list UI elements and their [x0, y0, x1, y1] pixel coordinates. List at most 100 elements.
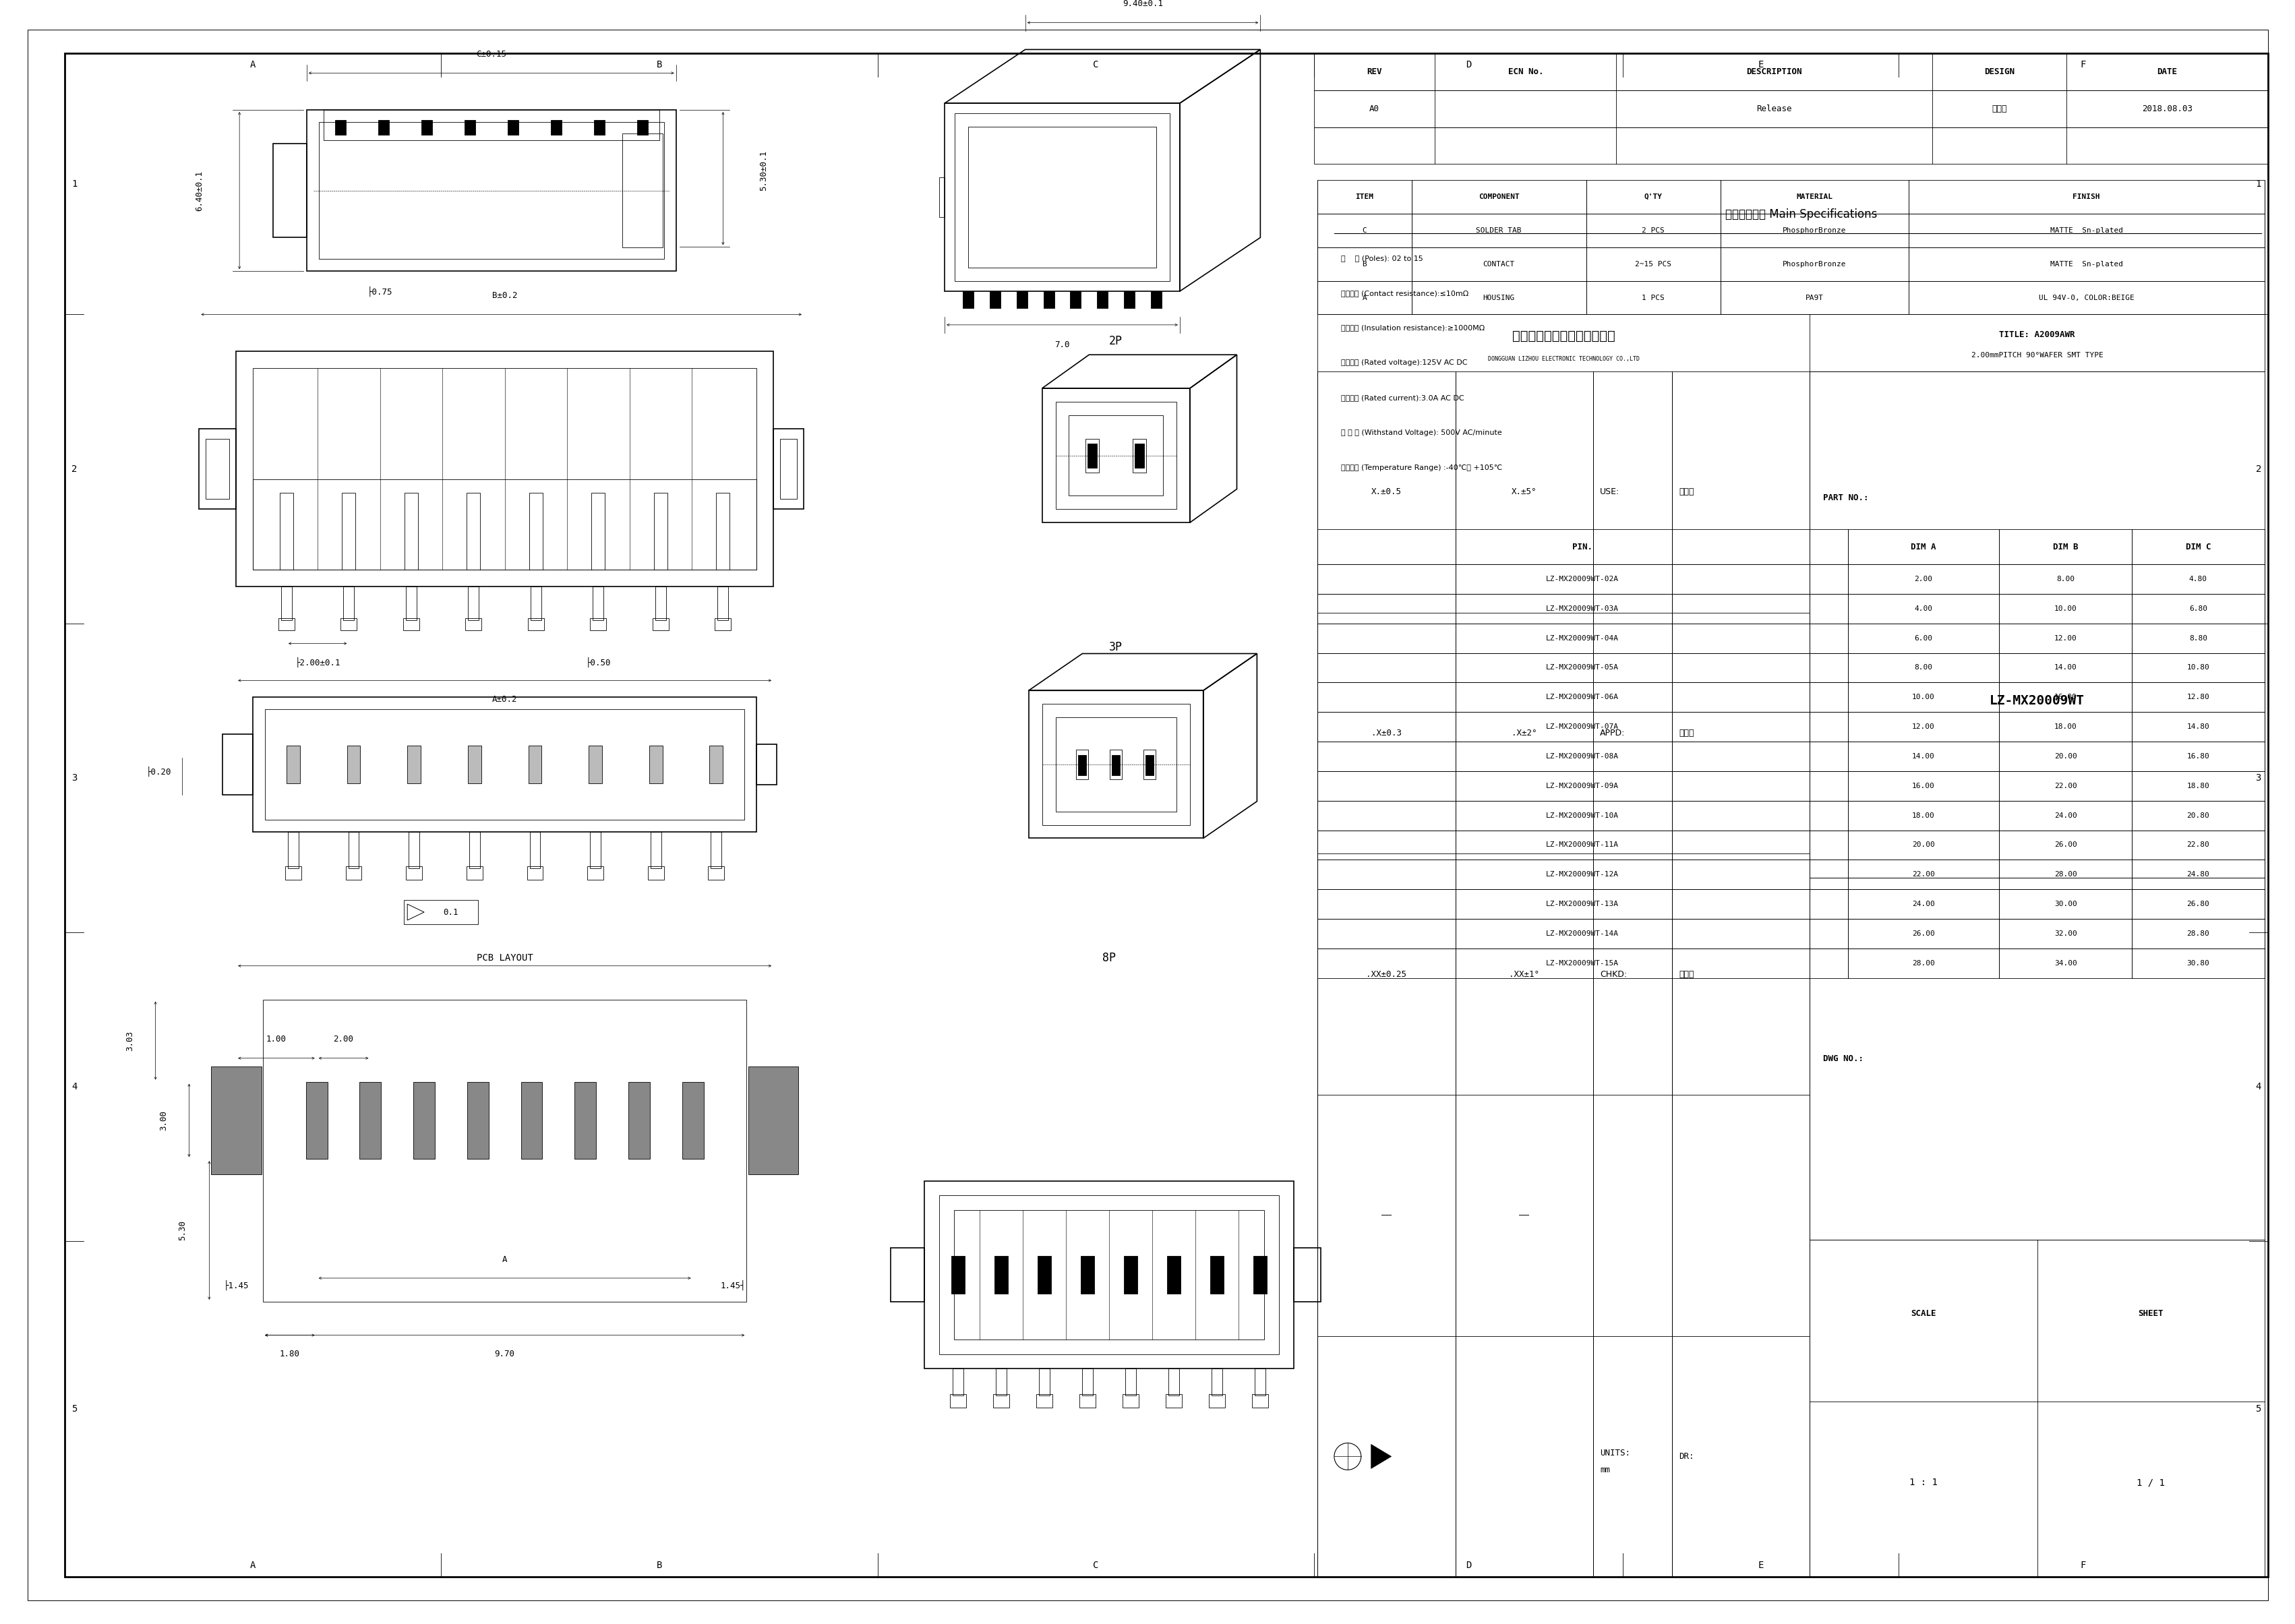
Text: 5.30±0.1: 5.30±0.1 [760, 149, 767, 190]
Text: 4.80: 4.80 [2189, 575, 2205, 583]
Text: E: E [1758, 60, 1763, 70]
Text: LZ-MX20009WT: LZ-MX20009WT [1990, 693, 2084, 706]
Bar [1209, 1255, 1223, 1294]
Bar [1108, 750, 1122, 780]
Text: MATTE  Sn-plated: MATTE Sn-plated [2049, 227, 2123, 234]
Text: 绝缘电阱 (Insulation resistance):≥1000MΩ: 绝缘电阱 (Insulation resistance):≥1000MΩ [1340, 325, 1485, 331]
Bar [925, 1181, 1294, 1369]
Text: LZ-MX20009WT-15A: LZ-MX20009WT-15A [1547, 960, 1618, 966]
Bar [1088, 443, 1097, 468]
Text: 3P: 3P [1108, 641, 1122, 653]
Bar [236, 351, 773, 586]
Bar [1212, 1369, 1223, 1395]
Text: 8.00: 8.00 [1914, 664, 1932, 671]
Bar [1313, 127, 2267, 164]
Bar [1040, 1369, 1049, 1395]
Bar [420, 120, 431, 135]
Bar [360, 1082, 381, 1160]
Text: 东莎市利洲电子科技有限公司: 东莎市利洲电子科技有限公司 [1512, 330, 1616, 343]
Bar [1253, 1255, 1267, 1294]
Text: 4: 4 [2256, 1082, 2261, 1091]
Text: 温度范围 (Temperature Range) :-40℃～ +105℃: 温度范围 (Temperature Range) :-40℃～ +105℃ [1340, 464, 1501, 471]
Bar [1056, 401, 1175, 510]
Text: 24.80: 24.80 [2187, 870, 2208, 879]
Text: ——: —— [1519, 1212, 1528, 1220]
Bar [1125, 291, 1134, 309]
Bar [588, 745, 601, 783]
Bar [1317, 180, 2263, 214]
Bar [528, 867, 544, 880]
Bar [530, 494, 542, 570]
Bar [1317, 830, 2263, 859]
Bar [1294, 1247, 1320, 1302]
Text: 5.30: 5.30 [179, 1220, 186, 1241]
Bar [466, 867, 482, 880]
Text: PIN.: PIN. [1572, 542, 1593, 551]
Bar [264, 710, 744, 820]
Text: 22.00: 22.00 [2054, 783, 2077, 789]
Text: 1 PCS: 1 PCS [1641, 294, 1664, 300]
Bar [468, 586, 480, 620]
Text: .X±0.3: .X±0.3 [1370, 729, 1402, 737]
Bar [1317, 214, 2263, 247]
Text: COMPONENT: COMPONENT [1478, 193, 1519, 200]
Text: B: B [656, 60, 661, 70]
Text: 14.00: 14.00 [1912, 754, 1935, 760]
Bar [709, 867, 725, 880]
Bar [714, 619, 730, 630]
Text: C: C [1361, 227, 1366, 234]
Text: X.±5°: X.±5° [1510, 487, 1535, 497]
Bar [950, 1255, 964, 1294]
Bar [590, 831, 601, 869]
Bar [1209, 1395, 1226, 1408]
Bar [1317, 564, 2263, 594]
Text: LZ-MX20009WT-04A: LZ-MX20009WT-04A [1547, 635, 1618, 641]
Bar [344, 586, 353, 620]
Bar [406, 867, 422, 880]
Text: 8.00: 8.00 [2056, 575, 2075, 583]
Bar [1168, 1369, 1180, 1395]
Text: C: C [1092, 60, 1099, 70]
Bar [1317, 281, 2263, 315]
Text: 7.0: 7.0 [1053, 341, 1069, 349]
Bar [530, 586, 542, 620]
Text: .XX±0.25: .XX±0.25 [1366, 970, 1407, 979]
Text: 3.03: 3.03 [126, 1031, 135, 1051]
Bar [952, 1369, 964, 1395]
Bar [1317, 859, 2263, 890]
Bar [466, 619, 482, 630]
Text: UL 94V-0, COLOR:BEIGE: UL 94V-0, COLOR:BEIGE [2038, 294, 2134, 300]
Text: DATE: DATE [2157, 67, 2176, 76]
Bar [1056, 718, 1175, 812]
Bar [342, 494, 356, 570]
Text: 1.80: 1.80 [280, 1350, 301, 1358]
Bar [1317, 682, 2263, 711]
Text: Q'TY: Q'TY [1643, 193, 1662, 200]
Text: 18.00: 18.00 [2054, 723, 2077, 731]
Text: 10.00: 10.00 [1912, 693, 1935, 700]
Bar [592, 494, 606, 570]
Text: X.±0.5: X.±0.5 [1370, 487, 1402, 497]
Bar [1042, 388, 1189, 523]
Text: 3: 3 [71, 773, 78, 783]
Bar [629, 1082, 649, 1160]
Bar [1313, 54, 2267, 91]
Bar [264, 999, 746, 1302]
Text: 10.00: 10.00 [2054, 606, 2077, 612]
Text: 1: 1 [71, 179, 78, 188]
Bar [468, 831, 480, 869]
Bar [1042, 703, 1189, 825]
Bar [1317, 529, 2263, 564]
Text: FINISH: FINISH [2072, 193, 2100, 200]
Bar [649, 831, 661, 869]
Text: 1: 1 [2256, 179, 2261, 188]
Bar [335, 120, 347, 135]
Bar [1079, 1395, 1095, 1408]
Bar [1035, 1395, 1051, 1408]
Bar [200, 429, 236, 510]
Bar [1122, 1395, 1138, 1408]
Text: 2.00mmPITCH 90°WAFER SMT TYPE: 2.00mmPITCH 90°WAFER SMT TYPE [1971, 352, 2102, 359]
Bar [1028, 690, 1203, 838]
Text: ├0.50: ├0.50 [585, 658, 610, 667]
Bar [622, 133, 663, 247]
